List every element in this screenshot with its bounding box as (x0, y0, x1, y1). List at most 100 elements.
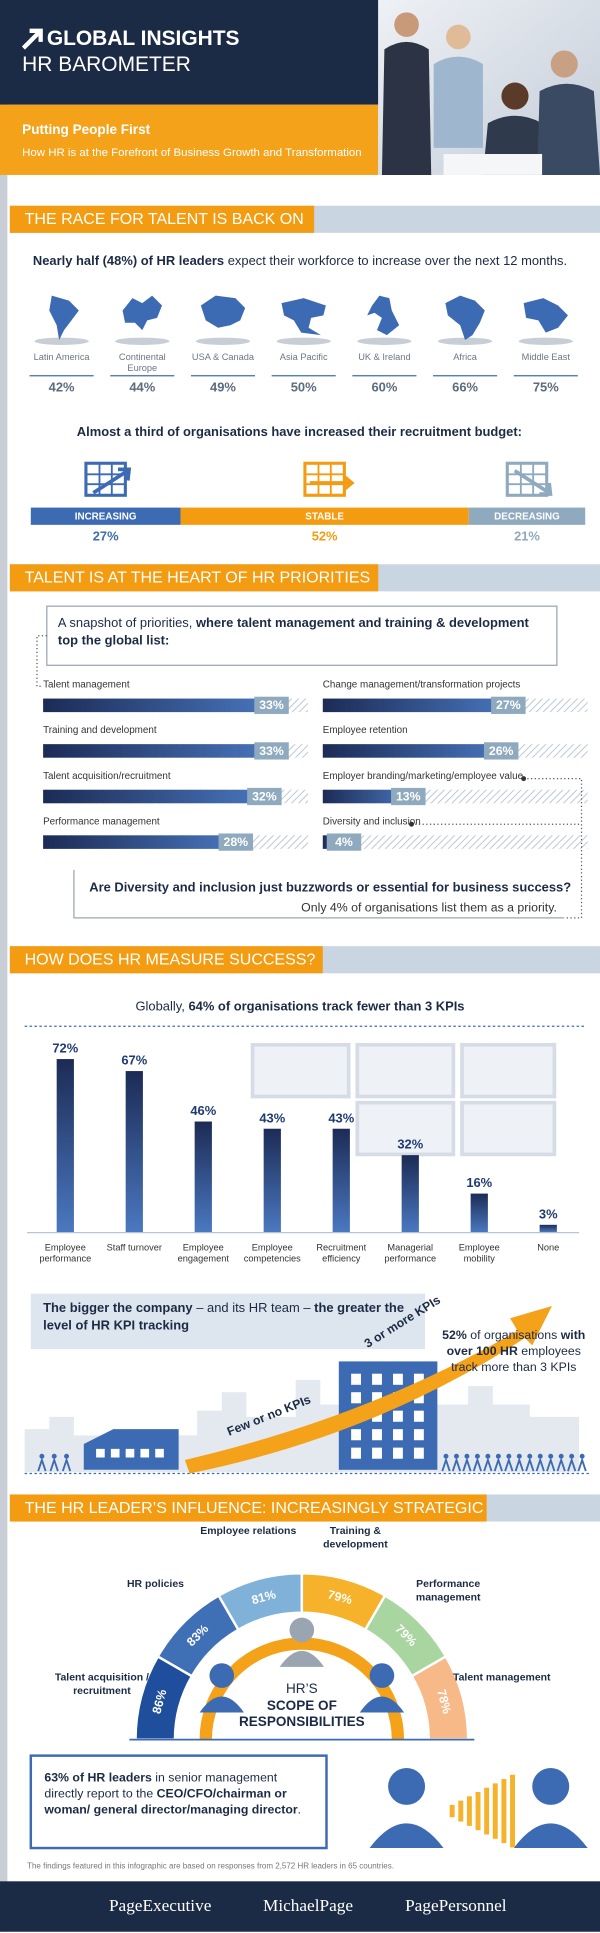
heading-box (9, 205, 315, 233)
text: Recruitment efficiency (316, 1241, 367, 1265)
influence-value: 79% (326, 1587, 353, 1607)
avatar-body (369, 1823, 444, 1849)
icon-arrow (513, 469, 553, 496)
budget-segment (180, 507, 469, 525)
person-icon (558, 1453, 564, 1459)
priority-label: Diversity and inclusion (323, 816, 421, 827)
map-icon (122, 295, 163, 331)
window (372, 1447, 382, 1459)
kpi-value: 67% (121, 1053, 147, 1068)
person-icon (485, 1453, 491, 1459)
priority-label: Training and development (43, 725, 157, 736)
kpi-value: 16% (466, 1175, 492, 1190)
map-icon (281, 298, 326, 336)
person-icon (537, 1453, 543, 1459)
budget-value: 27% (93, 529, 119, 544)
team-head (289, 1617, 315, 1643)
region-label: Continental Europe (105, 351, 179, 373)
section-heading: HOW DOES HR MEASURE SUCCESS? (25, 952, 316, 969)
growth-arrow (184, 1305, 552, 1474)
text: Africa (453, 351, 477, 363)
kpi-category: Recruitment efficiency (304, 1242, 378, 1264)
bold-text: the greater the level of HR KPI tracking (43, 1301, 405, 1333)
window (372, 1373, 382, 1385)
kpi-category: Employee engagement (166, 1242, 240, 1264)
text: Training & development (323, 1523, 388, 1550)
value-box (247, 787, 282, 806)
map-shadow (276, 337, 331, 345)
budget-icon (84, 461, 132, 497)
priority-label: Talent management (43, 680, 130, 691)
arrow-icon (21, 28, 43, 50)
icon-frame (303, 461, 346, 497)
text: UK & Ireland (358, 351, 411, 363)
budget-segment (468, 507, 586, 525)
influence-label: Talent acquisition / recruitment (50, 1670, 153, 1697)
signal-bar (466, 1796, 472, 1826)
signal-bar (492, 1783, 498, 1839)
text: in senior management directly report to … (44, 1771, 278, 1802)
priority-label: Performance management (43, 816, 160, 827)
region-label: Africa (428, 351, 502, 363)
kpi-bar (539, 1224, 557, 1233)
priority-bar (43, 835, 244, 849)
map-icon (367, 295, 400, 336)
person-icon (514, 1457, 524, 1472)
kpi-value: 3% (539, 1206, 558, 1221)
map-shadow (195, 337, 251, 345)
brand: MichaelPage (263, 1896, 353, 1915)
team-head (209, 1663, 235, 1688)
bold-text: with over 100 HR (446, 1329, 586, 1359)
person-icon (504, 1457, 514, 1472)
influence-value: 86% (150, 1688, 170, 1715)
kpi-value: 32% (397, 1137, 423, 1152)
text: Employee engagement (177, 1241, 229, 1265)
signal-bar (501, 1779, 507, 1844)
person-icon (472, 1457, 482, 1472)
team-body (359, 1696, 405, 1713)
map-shadow (518, 337, 573, 345)
signal-bar (484, 1787, 490, 1835)
window (351, 1373, 361, 1385)
icon-grid (507, 463, 547, 496)
bold-text: 63% of HR leaders (44, 1771, 152, 1786)
icon-arrow (92, 467, 132, 495)
budget-value: 52% (312, 529, 338, 544)
budget-label: DECREASING (494, 511, 560, 522)
priority-value: 13% (396, 789, 421, 803)
window (413, 1373, 424, 1385)
tagline-band (0, 104, 379, 175)
window (96, 1448, 105, 1458)
kpi-value: 43% (259, 1110, 285, 1125)
text: of organisations (466, 1329, 561, 1343)
kpi-category: Employee mobility (442, 1242, 516, 1264)
person-icon (535, 1457, 545, 1472)
map-icon (523, 298, 568, 333)
company-box (30, 1293, 426, 1350)
map-icon (49, 295, 79, 341)
text: – and its HR team – (192, 1301, 315, 1316)
influence-label: Employee relations (197, 1524, 300, 1538)
snapshot-text: A snapshot of priorities, where talent m… (58, 616, 538, 650)
center-bold: SCOPE OF RESPONSIBILITIES (234, 1699, 370, 1731)
value-box (491, 696, 526, 714)
person-icon (527, 1453, 533, 1459)
heading-box (9, 1494, 487, 1522)
person-icon (556, 1457, 566, 1472)
bold-text: 52% (442, 1329, 467, 1343)
budget-label: STABLE (305, 511, 344, 522)
person-icon (49, 1457, 59, 1472)
budget-label: INCREASING (75, 511, 137, 522)
priority-value: 33% (259, 744, 284, 758)
person-icon (443, 1453, 449, 1459)
footnote: The findings featured in this infographi… (27, 1862, 394, 1871)
text: Talent acquisition / recruitment (54, 1670, 149, 1696)
influence-value: 81% (250, 1587, 277, 1607)
icon-grid (304, 463, 345, 496)
question-frame (73, 869, 565, 919)
text: employees track more than 3 KPIs (451, 1345, 581, 1375)
person-icon (493, 1457, 503, 1472)
value-box (483, 742, 519, 760)
text: expect their workforce to increase over … (224, 253, 568, 269)
